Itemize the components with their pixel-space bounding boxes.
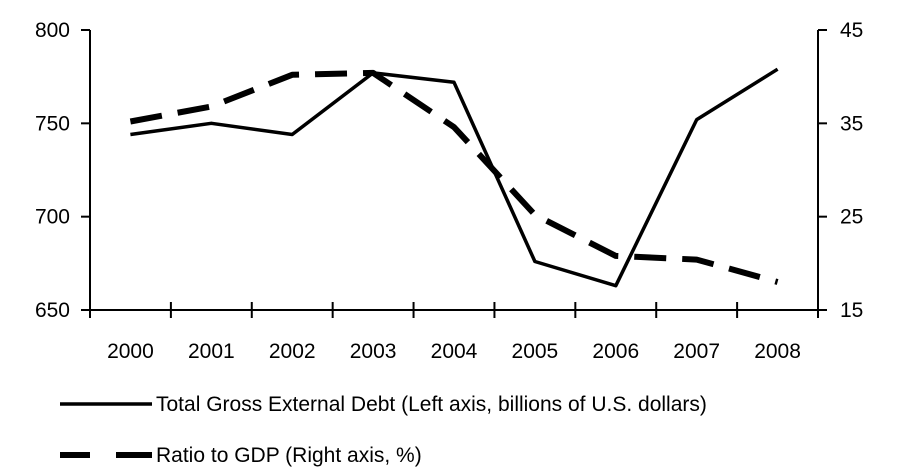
right-tick-label: 25 — [840, 206, 863, 229]
x-tick-label: 2004 — [431, 340, 478, 363]
left-tick-label: 650 — [35, 299, 70, 322]
x-tick-label: 2008 — [754, 340, 801, 363]
x-tick-label: 2005 — [512, 340, 559, 363]
legend-label: Ratio to GDP (Right axis, %) — [156, 444, 422, 467]
left-tick-label: 750 — [35, 112, 70, 135]
ratio-to-gdp-line — [129, 69, 779, 285]
x-tick-label: 2000 — [107, 340, 154, 363]
x-tick-label: 2002 — [269, 340, 316, 363]
x-tick-label: 2006 — [592, 340, 639, 363]
x-tick-label: 2001 — [188, 340, 235, 363]
right-tick-label: 35 — [840, 112, 863, 135]
axes: 650 700 750 800 15 25 35 45 2000 2001 2002 2003 2004… — [35, 19, 863, 363]
right-tick-label: 45 — [840, 19, 863, 42]
series-layer — [129, 67, 779, 288]
legend-label: Total Gross External Debt (Left axis, bi… — [156, 393, 707, 416]
right-tick-label: 15 — [840, 299, 863, 322]
left-tick-label: 700 — [35, 206, 70, 229]
left-tick-label: 800 — [35, 19, 70, 42]
total-debt-line — [130, 67, 779, 288]
x-tick-label: 2003 — [350, 340, 397, 363]
x-tick-label: 2007 — [673, 340, 720, 363]
legend: Total Gross External Debt (Left axis, bi… — [60, 393, 707, 467]
